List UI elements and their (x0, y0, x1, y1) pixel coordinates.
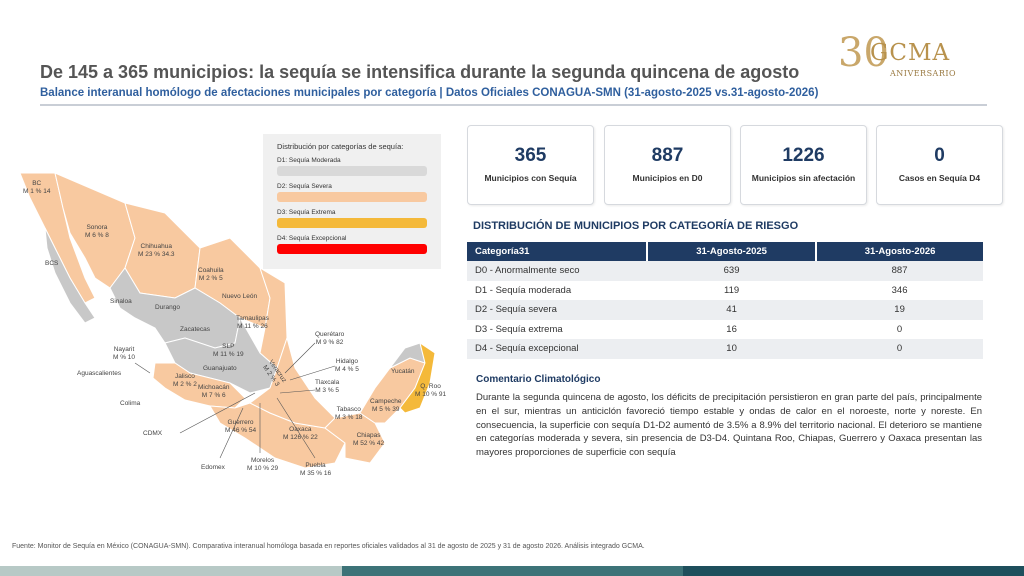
footer-bar-dark (683, 566, 1024, 576)
map-label-campeche: Campeche M 5 % 39 (370, 398, 402, 413)
map-label-sonora: Sonora M 6 % 8 (85, 224, 109, 239)
table-cell: 0 (816, 339, 983, 359)
kpi-label: Municipios con Sequía (484, 173, 577, 183)
map-label-tamaulipas: Tamaulipas M 11 % 26 (236, 315, 269, 330)
table-row: D1 - Sequía moderada 119 346 (467, 280, 983, 300)
table-cell: D1 - Sequía moderada (467, 280, 647, 300)
map-label-slp: SLP M 11 % 19 (213, 343, 244, 358)
kpi-card-sin-afectacion: 1226 Municipios sin afectación (740, 125, 867, 205)
map-label-nayarit: Nayarit M % 10 (113, 346, 136, 361)
footer-bar-mid (342, 566, 683, 576)
kpi-value: 1226 (782, 145, 825, 166)
map-label-jalisco: Jalisco M 2 % 2 (173, 373, 197, 388)
map-label-chiapas: Chiapas M 52 % 42 (353, 432, 385, 447)
map-label-tabasco: Tabasco M 3 % 18 (335, 406, 363, 421)
table-row: D3 - Sequía extrema 16 0 (467, 319, 983, 339)
logo-tagline: ANIVERSARIO (890, 69, 957, 78)
logo-number: 30 (838, 30, 889, 76)
mexico-drought-map: BC M 1 % 14 BCS Sonora M 6 % 8 Chihuahua M … (15, 168, 447, 478)
legend-title: Distribución por categorías de sequía: (277, 142, 404, 151)
legend-label-d3: D3: Sequía Extrema (277, 209, 336, 216)
table-cell: 0 (816, 319, 983, 339)
map-label-queretaro: Querétaro M 9 % 82 (315, 331, 345, 346)
kpi-value: 887 (651, 145, 684, 166)
table-cell: 41 (647, 300, 817, 320)
table-cell: 16 (647, 319, 817, 339)
map-label-oaxaca: Oaxaca M 126 % 22 (283, 426, 318, 441)
map-label-sinaloa: Sinaloa (110, 298, 132, 305)
drought-legend: Distribución por categorías de sequía: D… (263, 134, 441, 269)
map-label-durango: Durango (155, 304, 180, 311)
kpi-label: Municipios en D0 (632, 173, 703, 183)
kpi-card-municipios-sequia: 365 Municipios con Sequía (467, 125, 594, 205)
comment-title: Comentario Climatológico (476, 374, 601, 385)
map-label-colima: Colima (120, 400, 141, 407)
map-label-aguascalientes: Aguascalientes (77, 370, 122, 377)
table-cell: 19 (816, 300, 983, 320)
map-label-morelos: Morelos M 10 % 29 (247, 457, 279, 472)
table-header-row: Categoría31 31-Agosto-2025 31-Agosto-202… (467, 242, 983, 261)
gcma-logo: 30 GCMA ANIVERSARIO (838, 30, 968, 80)
map-label-yucatan: Yucatán (391, 368, 415, 375)
map-label-cdmx: CDMX (143, 430, 163, 437)
map-label-michoacan: Michoacán M 7 % 6 (198, 384, 230, 399)
column-header: 31-Agosto-2025 (645, 242, 817, 261)
table-cell: D2 - Sequía severa (467, 300, 647, 320)
table-cell: D3 - Sequía extrema (467, 319, 647, 339)
table-row: D0 - Anormalmente seco 639 887 (467, 261, 983, 281)
column-header: Categoría31 (467, 242, 647, 261)
map-label-guerrero: Guerrero M 46 % 54 (225, 419, 257, 434)
comment-text: Durante la segunda quincena de agosto, l… (476, 392, 982, 459)
table-cell: 10 (647, 339, 817, 359)
title-divider (40, 104, 987, 106)
kpi-label: Casos en Sequía D4 (898, 173, 981, 183)
logo-name: GCMA (870, 40, 951, 66)
footer-bar-light (0, 566, 342, 576)
kpi-card-municipios-d0: 887 Municipios en D0 (604, 125, 731, 205)
source-note: Fuente: Monitor de Sequía en México (CON… (12, 543, 645, 550)
table-cell: 639 (647, 261, 817, 281)
table-cell: D4 - Sequía excepcional (467, 339, 647, 359)
table-row: D2 - Sequía severa 41 19 (467, 300, 983, 320)
map-label-edomex: Edomex (201, 464, 225, 471)
kpi-card-casos-d4: 0 Casos en Sequía D4 (876, 125, 1003, 205)
mexico-map-shape (19, 172, 436, 469)
table-cell: 119 (647, 280, 817, 300)
map-label-bcs: BCS (45, 260, 59, 267)
map-label-bc: BC M 1 % 14 (23, 180, 51, 195)
map-label-zacatecas: Zacatecas (180, 326, 210, 333)
map-label-q-roo: Q. Roo M 10 % 91 (415, 383, 447, 398)
table-cell: D0 - Anormalmente seco (467, 261, 647, 281)
legend-swatch-d3 (277, 218, 427, 228)
table-cell: 887 (816, 261, 983, 281)
column-header: 31-Agosto-2026 (815, 242, 983, 261)
legend-label-d1: D1: Sequía Moderada (277, 157, 341, 164)
legend-swatch-d4 (277, 244, 427, 254)
map-label-chihuahua: Chihuahua M 23 % 34.3 (138, 243, 175, 258)
table-row: D4 - Sequía excepcional 10 0 (467, 339, 983, 359)
map-label-tlaxcala: Tlaxcala M 3 % 5 (315, 379, 340, 394)
table-title: DISTRIBUCIÓN DE MUNICIPIOS POR CATEGORÍA… (473, 220, 799, 232)
legend-label-d4: D4: Sequía Excepcional (277, 235, 347, 242)
kpi-value: 365 (514, 145, 547, 166)
legend-label-d2: D2: Sequía Severa (277, 183, 332, 190)
map-label-coahuila: Coahuila M 2 % 5 (198, 267, 224, 282)
page-subtitle: Balance interanual homólogo de afectacio… (40, 87, 819, 99)
risk-category-table: Categoría31 31-Agosto-2025 31-Agosto-202… (467, 242, 983, 359)
map-label-guanajuato: Guanajuato (203, 365, 237, 372)
map-label-nuevo-leon: Nuevo León (222, 293, 258, 300)
kpi-value: 0 (934, 145, 945, 166)
map-label-puebla: Puebla M 35 % 16 (300, 462, 332, 477)
table-cell: 346 (816, 280, 983, 300)
kpi-label: Municipios sin afectación (751, 173, 856, 183)
legend-swatch-d1 (277, 166, 427, 176)
map-label-hidalgo: Hidalgo M 4 % 5 (335, 358, 359, 373)
page-title: De 145 a 365 municipios: la sequía se in… (40, 62, 800, 82)
legend-swatch-d2 (277, 192, 427, 202)
